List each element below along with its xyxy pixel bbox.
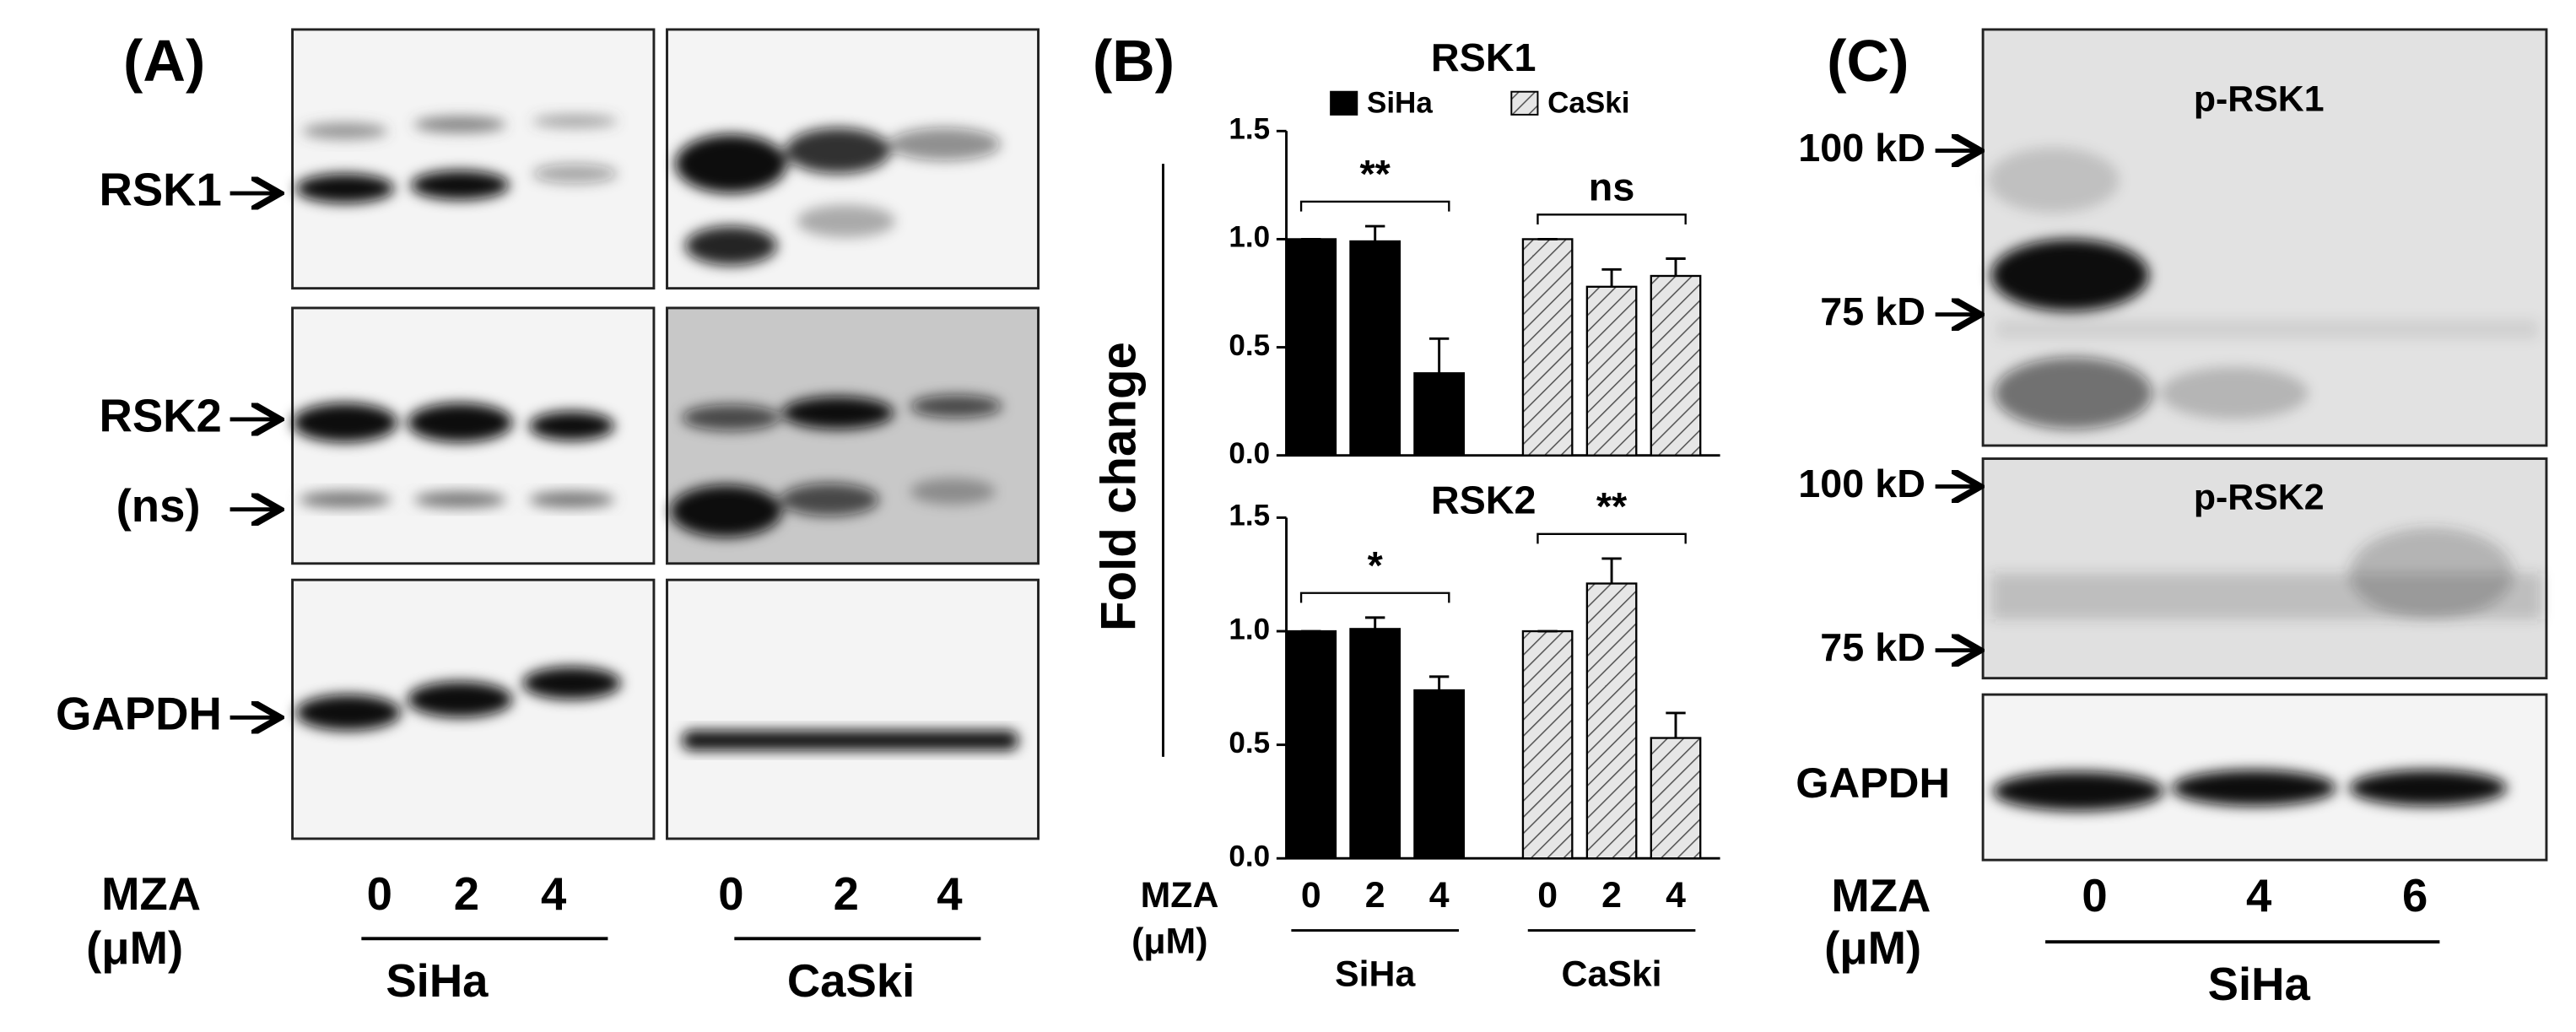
bar (1349, 628, 1401, 860)
significance-label: ** (1596, 484, 1628, 528)
blot-label: p-RSK2 (2194, 477, 2325, 517)
row-label: RSK2 (99, 390, 221, 441)
bar (1585, 582, 1638, 860)
marker: 75 kD (1820, 625, 1925, 669)
x-axis-label: MZA (1141, 875, 1219, 916)
legend-label: CaSki (1547, 87, 1629, 120)
dose: 2 (834, 868, 859, 920)
error-bar (1428, 675, 1450, 691)
dose: 0 (718, 868, 743, 920)
significance-label: ** (1360, 152, 1391, 196)
blot-label: p-RSK1 (2194, 79, 2325, 120)
y-tick-label: 1.0 (1229, 221, 1270, 254)
x-tick-label: 2 (1365, 875, 1385, 916)
y-tick-label: 1.5 (1229, 113, 1270, 146)
blots-c (1981, 28, 2548, 862)
row-label: GAPDH (56, 689, 222, 740)
dose: 0 (367, 868, 392, 920)
row-label: RSK1 (99, 164, 221, 215)
bar (1349, 240, 1401, 457)
bar (1521, 238, 1574, 457)
error-bar (1428, 337, 1450, 374)
bar (1521, 629, 1574, 860)
significance-label: ns (1589, 165, 1635, 209)
legend-swatch (1330, 90, 1358, 116)
dose: 2 (454, 868, 479, 920)
bar (1585, 285, 1638, 457)
arrows-c (1935, 151, 1977, 651)
significance-bracket (1536, 213, 1687, 224)
bar (1285, 238, 1337, 457)
group-label: CaSki (1562, 954, 1662, 994)
significance-bracket (1299, 200, 1450, 212)
chart-title: RSK1 (1431, 35, 1536, 79)
error-bar (1601, 557, 1622, 584)
cell-line: CaSki (787, 955, 915, 1007)
dose: 6 (2402, 870, 2427, 921)
y-tick-label: 0.0 (1229, 840, 1270, 873)
x-tick-label: 4 (1429, 875, 1450, 916)
significance-bracket (1536, 532, 1687, 544)
y-tick-label: 0.0 (1229, 437, 1270, 470)
dose: 4 (2246, 870, 2271, 921)
row-label: (ns) (116, 480, 201, 532)
error-bar (1365, 224, 1385, 241)
error-bar (1601, 267, 1622, 287)
x-axis-unit: (μM) (1131, 921, 1207, 962)
chart-title: RSK2 (1431, 478, 1536, 521)
error-bar (1666, 711, 1686, 738)
y-tick-label: 1.5 (1229, 500, 1270, 532)
significance-label: * (1368, 543, 1384, 587)
panel-label: (A) (123, 28, 205, 94)
dose: 4 (937, 868, 962, 920)
x-tick-label: 0 (1301, 875, 1321, 916)
dose-label: MZA (101, 868, 201, 920)
group-label: SiHa (1335, 954, 1416, 994)
blot (291, 28, 656, 290)
marker: 100 kD (1798, 462, 1925, 505)
error-bar (1666, 257, 1686, 276)
cell-line: SiHa (386, 955, 489, 1007)
bar (1285, 629, 1337, 860)
dose-unit: (μM) (1824, 922, 1921, 974)
dose: 4 (541, 868, 566, 920)
error-bar (1365, 616, 1385, 629)
marker: 100 kD (1798, 126, 1925, 170)
blot (666, 578, 1040, 840)
x-tick-label: 0 (1537, 875, 1558, 916)
y-tick-label: 1.0 (1229, 613, 1270, 646)
dose-unit: (μM) (86, 922, 183, 974)
bar (1413, 689, 1466, 860)
loading-label: GAPDH (1796, 759, 1950, 807)
legend-swatch (1510, 90, 1539, 116)
cell-line: SiHa (2208, 959, 2311, 1010)
bar (1413, 372, 1466, 457)
blots-a (291, 28, 1040, 840)
y-tick-label: 0.5 (1229, 727, 1270, 759)
x-tick-label: 4 (1666, 875, 1686, 916)
y-tick-label: 0.5 (1229, 329, 1270, 362)
panel-label: (B) (1093, 28, 1175, 94)
dose-label: MZA (1831, 870, 1931, 921)
marker: 75 kD (1820, 289, 1925, 333)
bar (1650, 274, 1702, 457)
panel-label: (C) (1827, 28, 1909, 94)
y-axis-label: Fold change (1091, 342, 1146, 631)
legend-label: SiHa (1367, 87, 1433, 120)
significance-bracket (1299, 592, 1450, 603)
x-tick-label: 2 (1601, 875, 1622, 916)
bar (1650, 737, 1702, 860)
arrows-a (230, 193, 277, 717)
dose: 0 (2082, 870, 2107, 921)
